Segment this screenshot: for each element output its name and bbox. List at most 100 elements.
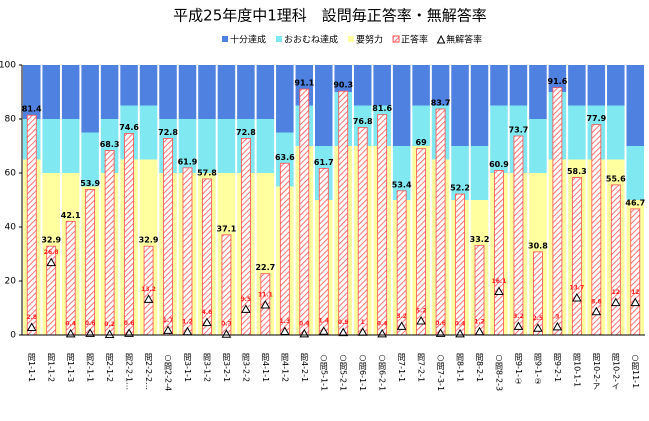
x-tick-label: 問2-2-2… (144, 353, 153, 390)
band-segment (139, 105, 158, 160)
bar (182, 167, 193, 336)
marker (338, 327, 349, 337)
band-segment (412, 105, 430, 146)
data-label: 12 (612, 289, 620, 296)
marker (202, 317, 212, 327)
marker (513, 321, 524, 330)
data-label: 9.5 (241, 296, 252, 303)
legend-label: 無解答率 (446, 34, 482, 46)
data-label: 12 (631, 289, 639, 296)
data-label: 3.2 (513, 313, 524, 320)
data-label: 3.2 (396, 313, 407, 320)
data-label: 55.6 (606, 174, 626, 183)
data-label: 81.6 (372, 104, 392, 113)
legend-label: 要努力 (356, 34, 383, 46)
x-tick-label: 問4-1-2 (280, 353, 289, 382)
bar (104, 150, 115, 336)
data-label: 11.1 (258, 292, 273, 299)
x-tick-label: ○問6-2-1 (378, 353, 387, 391)
x-tick-label: 問2-1-2 (105, 353, 114, 382)
band-segment (334, 65, 352, 92)
legend-swatch (222, 36, 228, 42)
data-label: 4.6 (202, 309, 213, 316)
data-label: 76.8 (353, 117, 373, 126)
x-tick-label: 問2-1-1 (86, 353, 95, 382)
y-tick-label: 100 (0, 61, 16, 71)
band-segment (548, 65, 567, 92)
data-label: 0.6 (85, 320, 96, 327)
bar (26, 114, 37, 336)
band-segment (373, 65, 391, 106)
x-tick-label: ○問6-1-1 (358, 353, 367, 391)
data-label: 74.6 (119, 123, 139, 132)
legend-label: 十分達成 (230, 34, 266, 46)
data-label: 90.3 (333, 81, 353, 90)
data-label: 77.9 (586, 114, 606, 123)
x-tick-label: 問1-1-2 (47, 353, 56, 382)
legend-swatch (348, 36, 355, 42)
data-label: 72.8 (158, 128, 178, 137)
x-tick-label: 問9-1-② (533, 353, 542, 386)
data-label: 0.3 (221, 321, 232, 328)
x-tick-label: 問7-2-1 (417, 353, 426, 382)
bar (533, 251, 543, 336)
band-segment (529, 65, 547, 119)
marker (571, 293, 582, 302)
band-segment (353, 65, 372, 106)
x-tick-label: 問10-2-イ (611, 353, 620, 390)
data-label: 0.4 (377, 320, 388, 327)
marker (26, 322, 37, 331)
data-label: 2.8 (26, 314, 37, 321)
marker (396, 321, 407, 330)
band-segment (256, 119, 275, 173)
data-label: 73.7 (509, 126, 529, 135)
band-segment (626, 65, 645, 146)
band-segment (276, 65, 294, 133)
marker (163, 325, 173, 334)
x-tick-label: 問1-1-3 (66, 353, 75, 382)
band-segment (22, 65, 41, 119)
data-label: 1.2 (474, 318, 485, 325)
bar (85, 189, 96, 336)
x-tick-label: 問3-2-1 (222, 353, 231, 382)
x-tick-label: ○問2-2-4 (164, 353, 173, 391)
legend-marker (436, 34, 446, 44)
band-segment (451, 146, 469, 200)
band-segment (81, 132, 99, 187)
data-label: 61.7 (314, 158, 334, 167)
band-segment (61, 65, 80, 119)
marker (260, 300, 271, 309)
x-tick-label: 問4-1-1 (261, 353, 270, 382)
data-label: 0.2 (104, 321, 115, 328)
marker (416, 315, 426, 325)
band-segment (509, 65, 528, 106)
y-tick-label: 20 (5, 277, 17, 287)
band-segment (61, 119, 80, 173)
band-segment (412, 65, 430, 106)
x-tick-label: ○問7-3-1 (436, 353, 445, 391)
band-segment (568, 65, 586, 106)
chart-title: 平成25年度中1理科 設問毎正答率・無解答率 (173, 7, 487, 25)
bar (65, 220, 76, 336)
data-label: 91.6 (548, 77, 568, 86)
data-label: 60.9 (489, 160, 509, 169)
x-tick-label: 問10-1-1 (572, 353, 581, 387)
band-segment (120, 65, 138, 106)
bar (163, 138, 173, 336)
x-tick-label: 問1-1-1 (27, 353, 36, 382)
bar (357, 127, 368, 336)
marker (279, 326, 290, 335)
band-segment (490, 105, 508, 173)
data-label: 0.9 (338, 319, 349, 326)
x-tick-label: ○問8-2-3 (494, 353, 503, 391)
band-segment (42, 65, 60, 119)
legend-label: 正答率 (401, 34, 428, 46)
x-tick-label: 問10-2-ア (592, 353, 601, 390)
marker (494, 286, 504, 296)
y-tick-label: 0 (10, 331, 16, 341)
x-tick-label: ○問5-2-1 (339, 353, 348, 391)
legend-swatch (392, 35, 400, 43)
data-label: 57.8 (197, 168, 217, 177)
data-label: 68.3 (100, 140, 120, 149)
